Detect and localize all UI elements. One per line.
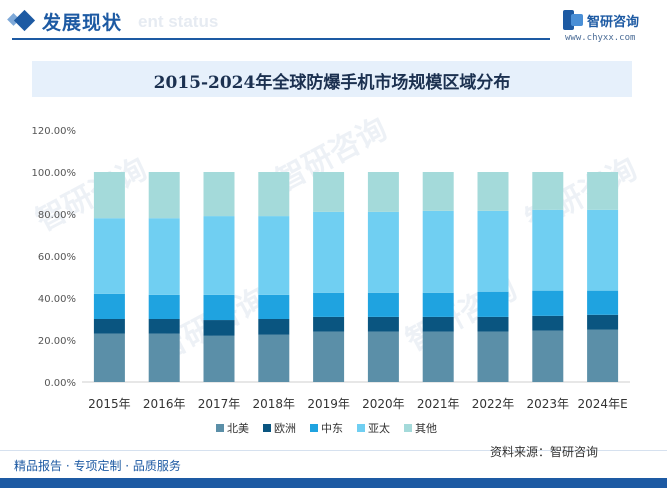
bar-segment: [313, 172, 345, 212]
x-tick-label: 2022年: [472, 397, 515, 411]
bar-segment: [148, 333, 180, 382]
y-tick-label: 20.00%: [38, 336, 76, 347]
y-tick-label: 80.00%: [38, 210, 76, 221]
legend-swatch: [216, 424, 224, 432]
bar-segment: [93, 293, 125, 319]
footer-tagline: 精品报告 · 专项定制 · 品质服务: [14, 459, 181, 473]
bar-segment: [203, 320, 235, 336]
bar-segment: [532, 290, 564, 316]
bar-segment: [148, 218, 180, 295]
chart-title: 2015-2024年全球防爆手机市场规模区域分布: [153, 73, 511, 93]
bar-segment: [422, 331, 454, 382]
footer-bar: [0, 478, 667, 488]
legend-label: 欧洲: [274, 422, 296, 435]
brand-logo-icon: [563, 10, 583, 30]
bar-segment: [532, 315, 564, 331]
bar-segment: [313, 211, 345, 293]
bar-segment: [148, 319, 180, 334]
x-tick-label: 2017年: [198, 397, 241, 411]
bar-segment: [203, 216, 235, 295]
bar-segment: [477, 316, 509, 332]
bar-segment: [422, 210, 454, 293]
x-tick-label: 2020年: [362, 397, 405, 411]
source-note: 资料来源：智研咨询: [490, 445, 599, 459]
bar-segment: [258, 319, 290, 335]
legend-label: 中东: [321, 422, 343, 435]
bar-segment: [313, 331, 345, 382]
bar-segment: [422, 292, 454, 317]
brand-url: www.chyxx.com: [565, 33, 636, 43]
bar-segment: [203, 294, 235, 321]
bar-segment: [587, 314, 619, 330]
bar-segment: [313, 292, 345, 317]
bar-segment: [367, 172, 399, 212]
x-tick-label: 2024年E: [578, 397, 628, 411]
legend-swatch: [263, 424, 271, 432]
bar-segment: [367, 211, 399, 293]
bar-segment: [532, 330, 564, 382]
x-tick-label: 2023年: [527, 397, 570, 411]
legend-label: 北美: [227, 422, 249, 435]
legend-swatch: [357, 424, 365, 432]
header-subtitle: ent status: [138, 12, 219, 31]
bar-segment: [587, 209, 619, 291]
bar-segment: [93, 319, 125, 334]
y-tick-label: 0.00%: [44, 378, 76, 389]
bar-segment: [148, 172, 180, 219]
bar-segment: [93, 172, 125, 219]
chart-title-bar: 2015-2024年全球防爆手机市场规模区域分布: [32, 61, 632, 97]
legend-label: 亚太: [368, 422, 390, 435]
bar-segment: [587, 290, 619, 315]
bar-segment: [93, 218, 125, 294]
bar-segment: [477, 210, 509, 292]
bar-segment: [258, 216, 290, 295]
bar-segment: [477, 172, 509, 211]
y-tick-label: 60.00%: [38, 252, 76, 263]
bar-segment: [532, 209, 564, 291]
bar-segment: [258, 172, 290, 217]
x-tick-label: 2018年: [253, 397, 296, 411]
brand-name: 智研咨询: [587, 14, 640, 30]
bar-segment: [422, 316, 454, 332]
bar-segment: [477, 331, 509, 382]
footer-divider: [0, 450, 667, 451]
bar-segment: [367, 292, 399, 317]
page-header: ent status 发展现状: [0, 0, 667, 50]
legend-label: 其他: [415, 422, 437, 435]
bar-segment: [367, 316, 399, 332]
bar-segment: [422, 172, 454, 211]
header-divider: [12, 38, 550, 40]
bar-segment: [258, 334, 290, 382]
legend-swatch: [404, 424, 412, 432]
bar-segment: [532, 172, 564, 210]
bar-segment: [313, 316, 345, 332]
y-tick-label: 100.00%: [32, 168, 77, 179]
x-tick-label: 2016年: [143, 397, 186, 411]
header-title: 发展现状: [42, 12, 123, 34]
bar-segment: [477, 291, 509, 317]
bar-segment: [148, 294, 180, 319]
bar-segment: [587, 329, 619, 382]
brand: 智研咨询: [563, 10, 639, 30]
bar-segment: [203, 172, 235, 217]
legend-swatch: [310, 424, 318, 432]
bar-segment: [587, 172, 619, 210]
x-tick-label: 2019年: [307, 397, 350, 411]
bar-segment: [258, 294, 290, 319]
y-tick-label: 40.00%: [38, 294, 76, 305]
x-tick-label: 2015年: [88, 397, 131, 411]
x-tick-label: 2021年: [417, 397, 460, 411]
bar-segment: [367, 331, 399, 382]
y-tick-label: 120.00%: [32, 126, 77, 137]
bar-segment: [93, 333, 125, 382]
bar-segment: [203, 335, 235, 382]
